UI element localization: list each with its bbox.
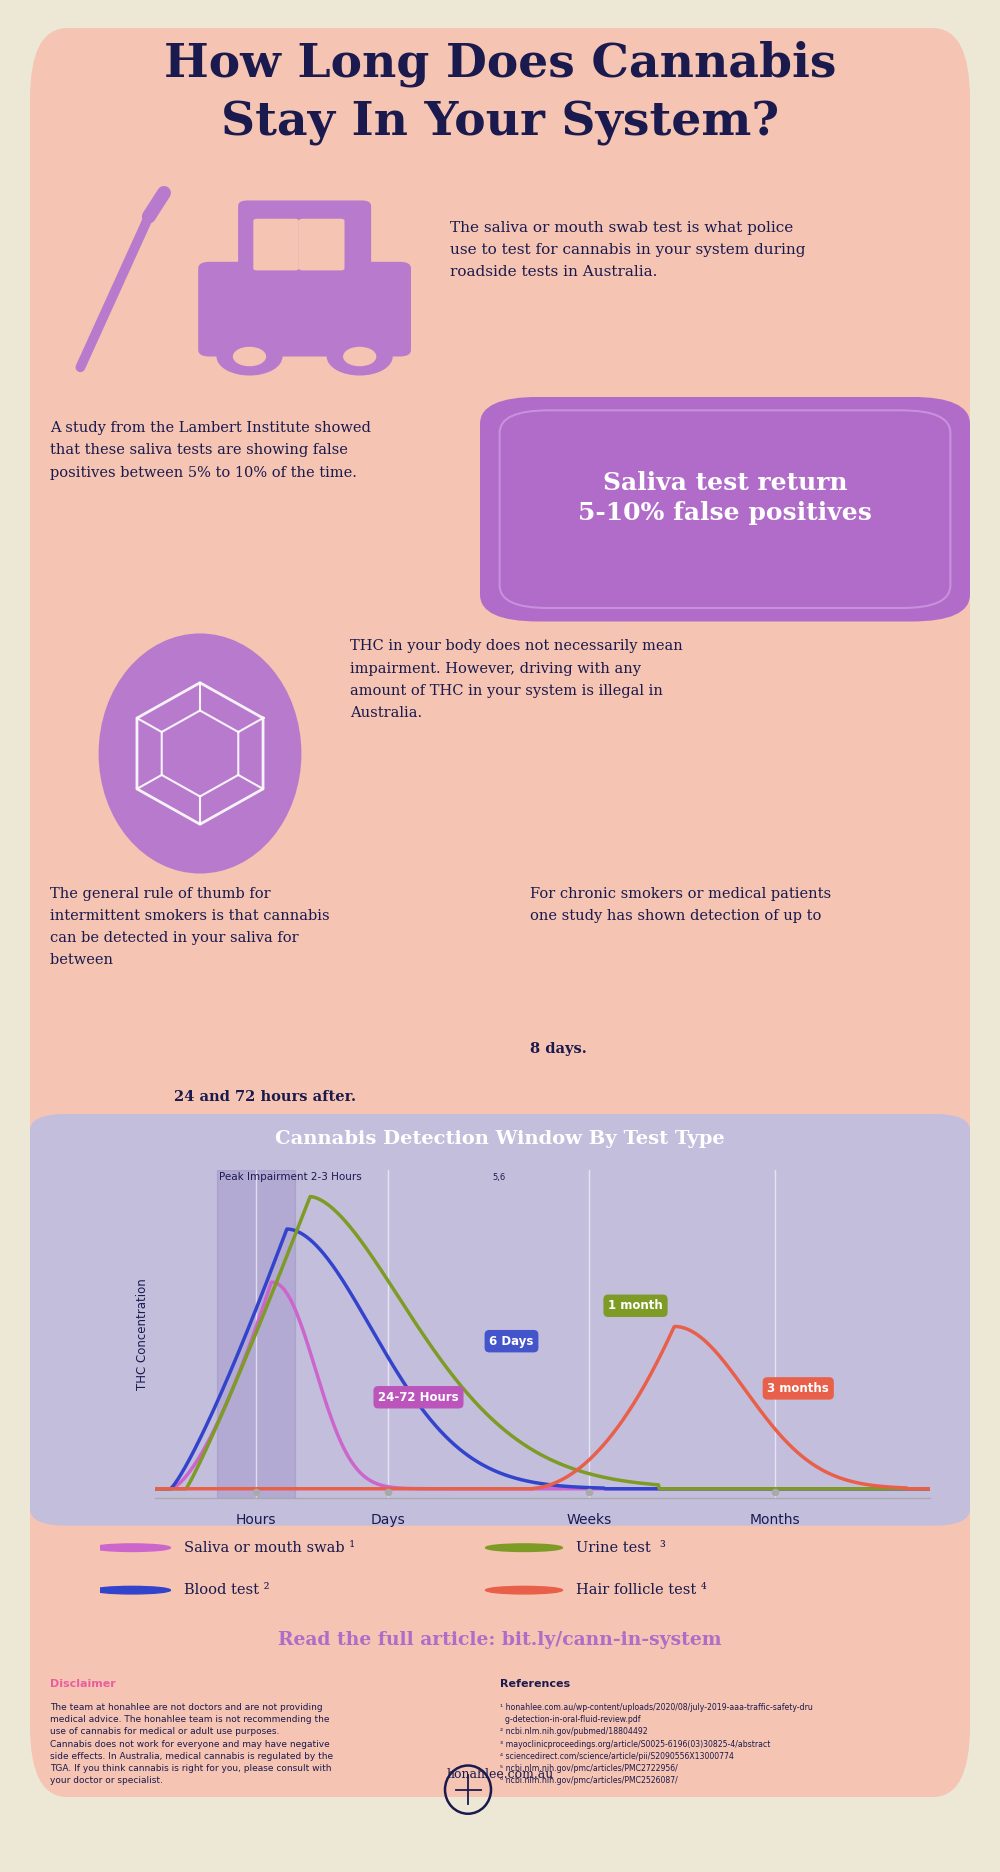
- Circle shape: [94, 1544, 170, 1552]
- Text: honahlee.com.au: honahlee.com.au: [446, 1769, 554, 1780]
- Text: A study from the Lambert Institute showed
that these saliva tests are showing fa: A study from the Lambert Institute showe…: [50, 421, 371, 479]
- FancyBboxPatch shape: [30, 1114, 970, 1526]
- Circle shape: [94, 1586, 170, 1593]
- Text: 3 months: 3 months: [767, 1382, 829, 1395]
- Bar: [217, 1170, 294, 1498]
- Text: 24 and 72 hours after.: 24 and 72 hours after.: [174, 1091, 356, 1104]
- Text: Urine test  ³: Urine test ³: [576, 1541, 666, 1554]
- Text: Blood test ²: Blood test ²: [184, 1584, 270, 1597]
- Text: Peak Impairment 2-3 Hours: Peak Impairment 2-3 Hours: [219, 1172, 361, 1181]
- Text: 24-72 Hours: 24-72 Hours: [378, 1391, 459, 1404]
- Text: The saliva or mouth swab test is what police
use to test for cannabis in your sy: The saliva or mouth swab test is what po…: [450, 221, 806, 279]
- FancyBboxPatch shape: [299, 219, 344, 270]
- Text: Read the full article: bit.ly/cann-in-system: Read the full article: bit.ly/cann-in-sy…: [278, 1631, 722, 1649]
- Text: 1 month: 1 month: [608, 1299, 663, 1312]
- FancyBboxPatch shape: [238, 200, 371, 281]
- Text: References: References: [500, 1679, 570, 1689]
- Text: Saliva test return
5-10% false positives: Saliva test return 5-10% false positives: [578, 470, 872, 526]
- Text: Days: Days: [370, 1513, 405, 1528]
- FancyBboxPatch shape: [198, 262, 411, 356]
- Ellipse shape: [99, 633, 301, 874]
- Text: ¹ honahlee.com.au/wp-content/uploads/2020/08/july-2019-aaa-traffic-safety-dru
  : ¹ honahlee.com.au/wp-content/uploads/202…: [500, 1704, 813, 1786]
- Text: The general rule of thumb for
intermittent smokers is that cannabis
can be detec: The general rule of thumb for intermitte…: [50, 887, 330, 968]
- Circle shape: [327, 339, 392, 374]
- Circle shape: [217, 339, 282, 374]
- Text: The team at honahlee are not doctors and are not providing
medical advice. The h: The team at honahlee are not doctors and…: [50, 1704, 333, 1786]
- Circle shape: [486, 1586, 562, 1593]
- Circle shape: [486, 1544, 562, 1552]
- FancyBboxPatch shape: [253, 219, 299, 270]
- FancyBboxPatch shape: [30, 28, 970, 1797]
- Text: Cannabis Detection Window By Test Type: Cannabis Detection Window By Test Type: [275, 1131, 725, 1148]
- Text: 6 Days: 6 Days: [489, 1335, 534, 1348]
- Circle shape: [344, 348, 376, 365]
- Text: 8 days.: 8 days.: [530, 1041, 587, 1056]
- Text: Saliva or mouth swab ¹: Saliva or mouth swab ¹: [184, 1541, 355, 1554]
- Text: Hair follicle test ⁴: Hair follicle test ⁴: [576, 1584, 707, 1597]
- FancyBboxPatch shape: [480, 397, 970, 622]
- Text: Weeks: Weeks: [566, 1513, 612, 1528]
- Text: 5,6: 5,6: [492, 1172, 505, 1181]
- Text: THC in your body does not necessarily mean
impairment. However, driving with any: THC in your body does not necessarily me…: [350, 638, 683, 721]
- Text: For chronic smokers or medical patients
one study has shown detection of up to: For chronic smokers or medical patients …: [530, 887, 831, 923]
- Text: Disclaimer: Disclaimer: [50, 1679, 116, 1689]
- Circle shape: [234, 348, 265, 365]
- Y-axis label: THC Concentration: THC Concentration: [136, 1279, 149, 1389]
- Text: Hours: Hours: [236, 1513, 276, 1528]
- Text: How Long Does Cannabis
Stay In Your System?: How Long Does Cannabis Stay In Your Syst…: [164, 41, 836, 146]
- Text: Months: Months: [750, 1513, 800, 1528]
